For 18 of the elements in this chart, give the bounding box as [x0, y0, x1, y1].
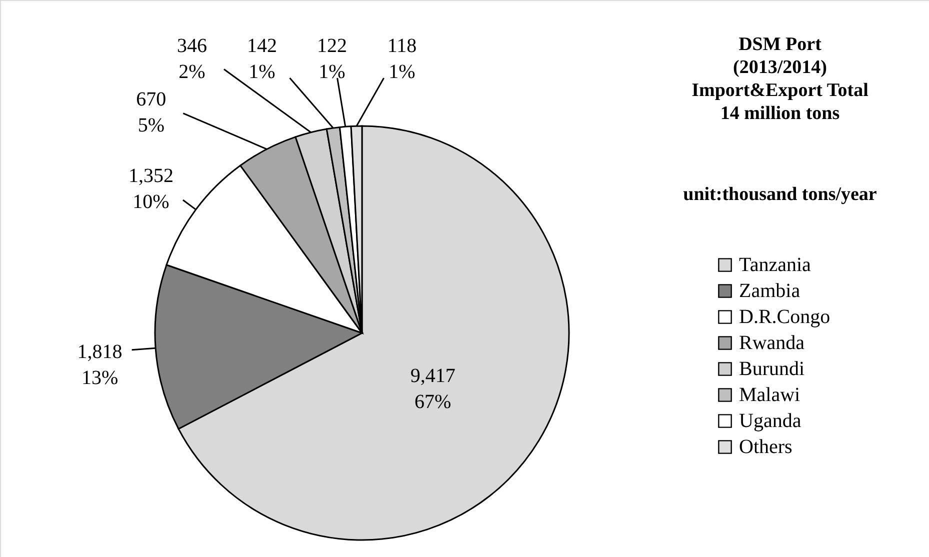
data-label: 9,417 67% [410, 364, 456, 413]
data-label: 670 5% [136, 88, 166, 137]
legend-label: Malawi [739, 384, 801, 406]
legend-label: Tanzania [739, 254, 812, 276]
text: unit:thousand tons/year [683, 184, 878, 205]
legend-label: Zambia [739, 280, 800, 302]
legend-label: Burundi [739, 358, 805, 380]
data-label: 122 1% [317, 35, 347, 83]
legend-label: Uganda [739, 410, 802, 432]
data-label: 346 2% [177, 35, 207, 83]
text: DSM Port (2013/2014) Import&Export Total 14 million tons [692, 34, 868, 124]
legend-label: D.R.Congo [739, 306, 830, 328]
data-label: 1,818 13% [77, 341, 122, 390]
legend-label: Others [739, 436, 793, 458]
data-label: 118 1% [387, 35, 417, 83]
data-label: 1,352 10% [128, 165, 174, 214]
legend-label: Rwanda [739, 332, 805, 354]
data-label: 142 1% [247, 35, 277, 83]
